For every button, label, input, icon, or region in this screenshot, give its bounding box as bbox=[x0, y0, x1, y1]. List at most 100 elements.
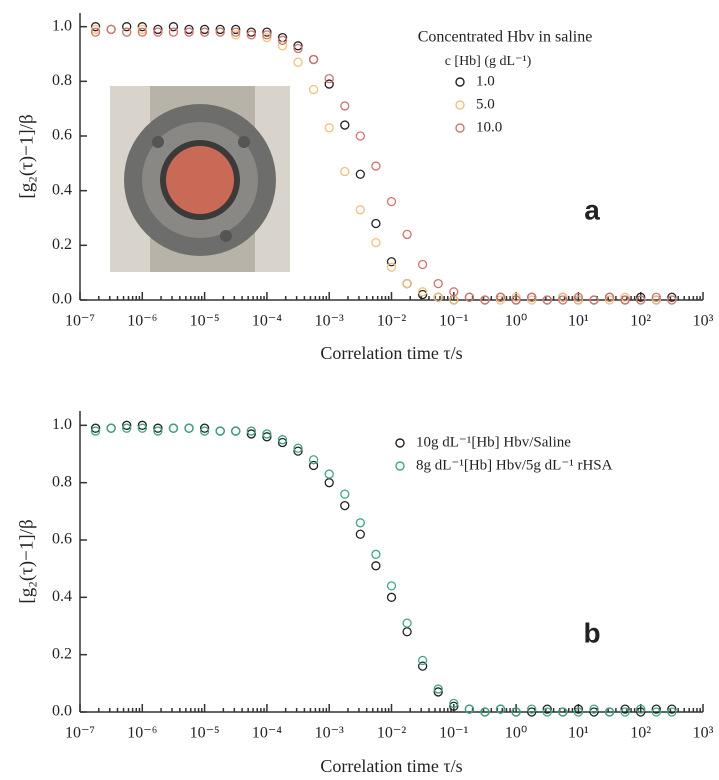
point bbox=[604, 292, 615, 302]
point bbox=[277, 41, 288, 51]
x-tick-label: 10⁻² bbox=[377, 725, 406, 742]
point bbox=[651, 704, 661, 714]
point bbox=[355, 518, 365, 528]
point bbox=[324, 123, 334, 133]
point bbox=[636, 704, 646, 714]
point bbox=[324, 79, 334, 89]
point bbox=[371, 561, 381, 571]
point bbox=[199, 24, 210, 35]
legend-marker bbox=[395, 461, 405, 471]
point bbox=[651, 292, 661, 302]
point bbox=[137, 423, 147, 433]
point bbox=[417, 655, 428, 666]
x-tick-label: 10⁻¹ bbox=[439, 313, 468, 330]
point bbox=[589, 295, 599, 305]
point bbox=[340, 489, 350, 499]
point bbox=[231, 30, 241, 40]
x-tick-label: 10⁻⁴ bbox=[252, 725, 282, 742]
point bbox=[90, 426, 101, 436]
y-tick-label: 0.6 bbox=[52, 127, 72, 144]
x-tick-label: 10⁻² bbox=[377, 313, 406, 330]
point bbox=[495, 292, 506, 302]
point bbox=[355, 169, 365, 179]
point bbox=[667, 292, 677, 302]
point bbox=[137, 24, 147, 35]
y-tick-label: 0.4 bbox=[52, 181, 72, 198]
point bbox=[277, 435, 288, 445]
point bbox=[293, 57, 303, 67]
point bbox=[573, 707, 584, 717]
point bbox=[573, 295, 584, 305]
point bbox=[449, 287, 459, 297]
x-axis-label: Correlation time τ/s bbox=[320, 756, 462, 776]
point bbox=[511, 707, 521, 717]
point bbox=[90, 27, 101, 37]
point bbox=[308, 455, 319, 465]
y-tick-label: 0.0 bbox=[52, 291, 72, 308]
point bbox=[122, 27, 132, 37]
y-tick-label: 0.8 bbox=[52, 72, 72, 89]
point bbox=[340, 500, 350, 511]
point bbox=[371, 237, 381, 248]
x-tick-label: 10⁻⁵ bbox=[190, 725, 220, 742]
point bbox=[324, 73, 334, 84]
y-tick-label: 1.0 bbox=[52, 416, 72, 433]
point bbox=[90, 423, 101, 433]
point bbox=[246, 429, 256, 439]
point bbox=[277, 437, 288, 448]
y-tick-label: 0.6 bbox=[52, 531, 72, 548]
point bbox=[293, 443, 303, 453]
point bbox=[636, 295, 646, 305]
point bbox=[262, 30, 272, 40]
point bbox=[573, 292, 584, 302]
point bbox=[371, 161, 381, 171]
legend-label: 1.0 bbox=[476, 73, 495, 89]
point bbox=[636, 707, 646, 717]
point bbox=[246, 426, 256, 436]
x-tick-label: 10⁻⁶ bbox=[127, 313, 157, 330]
y-tick-label: 1.0 bbox=[52, 17, 72, 34]
legend-marker bbox=[395, 438, 405, 448]
y-axis-label: [g₂(τ)−1]/β bbox=[16, 519, 37, 603]
x-tick-label: 10⁰ bbox=[505, 725, 527, 742]
legend-marker bbox=[455, 100, 465, 110]
point bbox=[620, 292, 630, 302]
point bbox=[293, 41, 303, 51]
point bbox=[589, 704, 599, 714]
x-tick-label: 10³ bbox=[693, 725, 714, 742]
y-tick-label: 0.2 bbox=[52, 645, 72, 662]
point bbox=[386, 592, 397, 602]
point bbox=[355, 131, 365, 141]
point bbox=[324, 469, 334, 479]
point bbox=[246, 27, 256, 37]
legend-title: Concentrated Hbv in saline bbox=[418, 29, 593, 46]
point bbox=[417, 287, 428, 297]
point bbox=[449, 701, 459, 711]
point bbox=[371, 218, 381, 229]
x-tick-label: 10¹ bbox=[568, 725, 589, 742]
point bbox=[667, 707, 677, 717]
point bbox=[215, 27, 225, 37]
point bbox=[402, 278, 412, 289]
point bbox=[371, 549, 381, 559]
point bbox=[636, 292, 646, 302]
point bbox=[122, 22, 132, 32]
point bbox=[122, 423, 132, 433]
legend-label: 8g dL⁻¹[Hb] Hbv/5g dL⁻¹ rHSA bbox=[416, 457, 613, 473]
point bbox=[386, 262, 397, 272]
point bbox=[184, 423, 194, 433]
y-tick-label: 0.4 bbox=[52, 588, 72, 605]
point bbox=[667, 704, 677, 714]
point bbox=[417, 289, 428, 300]
point bbox=[402, 627, 412, 637]
point bbox=[464, 704, 475, 714]
point bbox=[433, 278, 443, 289]
panel-label: b bbox=[583, 617, 600, 648]
point bbox=[667, 295, 677, 305]
x-tick-label: 10⁻³ bbox=[315, 725, 344, 742]
point bbox=[137, 22, 147, 32]
point bbox=[620, 704, 630, 714]
point bbox=[293, 43, 303, 54]
x-tick-label: 10⁰ bbox=[505, 313, 527, 330]
legend-label: 10g dL⁻¹[Hb] Hbv/Saline bbox=[416, 434, 571, 450]
